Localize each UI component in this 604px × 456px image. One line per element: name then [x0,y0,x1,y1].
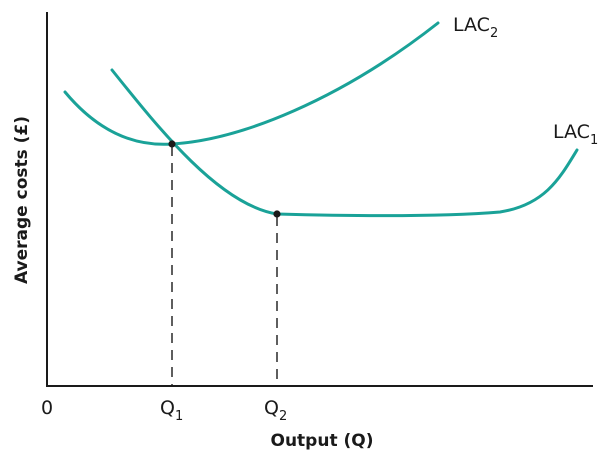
q1-point [168,140,176,148]
q1-tick-base: Q [160,397,175,419]
q2-tick-base: Q [264,397,279,419]
lac1-label-base: LAC [553,121,590,143]
q1-tick-sub: 1 [175,409,183,424]
q2-point [273,210,281,218]
q2-tick-sub: 2 [279,409,287,424]
lac2-curve [63,21,440,146]
q2-tick-label: Q2 [264,397,287,424]
lac2-label: LAC2 [453,14,498,41]
x-axis-title: Output (Q) [271,431,374,451]
lac2-label-sub: 2 [490,26,498,41]
lac1-label-sub: 1 [590,133,598,148]
lac2-label-base: LAC [453,14,490,36]
q1-tick-label: Q1 [160,397,183,424]
lac1-curve [110,68,579,218]
lac1-label: LAC1 [553,121,598,148]
origin-label: 0 [41,397,53,419]
y-axis-title: Average costs (£) [12,116,32,284]
